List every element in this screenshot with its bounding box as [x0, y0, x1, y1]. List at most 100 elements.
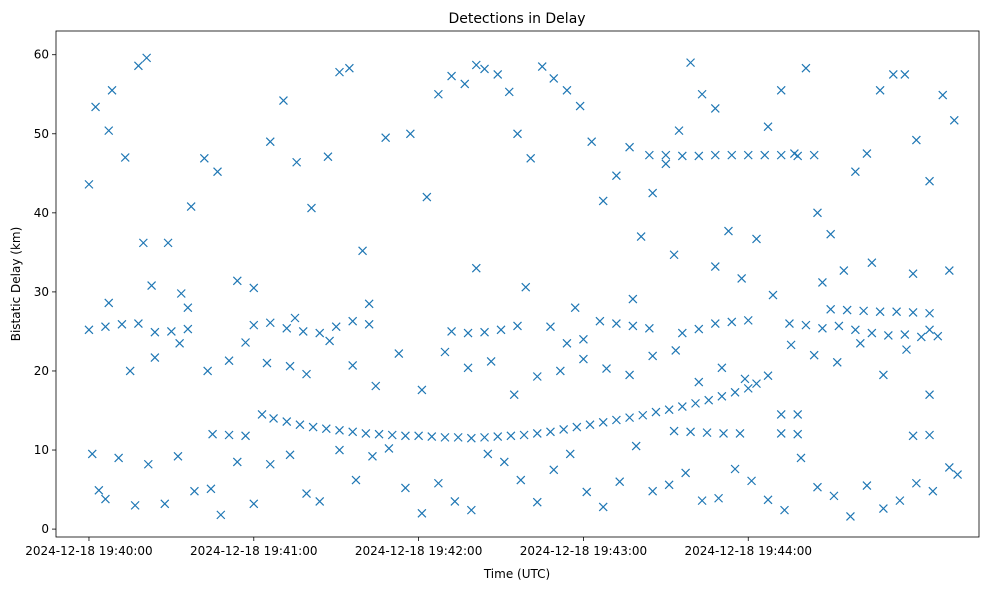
- data-point-marker: [697, 496, 707, 506]
- data-point-marker: [925, 390, 934, 400]
- data-point-marker: [648, 188, 658, 198]
- data-point-marker: [768, 290, 778, 300]
- data-point-marker: [867, 328, 877, 338]
- data-point-marker: [730, 464, 740, 474]
- data-point-marker: [335, 445, 344, 455]
- data-point-marker: [727, 317, 737, 327]
- data-point-marker: [743, 315, 753, 325]
- data-point-marker: [780, 505, 789, 515]
- data-point-marker: [628, 321, 638, 331]
- data-point-marker: [953, 470, 962, 479]
- data-point-marker: [348, 316, 358, 326]
- data-point-marker: [351, 475, 361, 485]
- data-point-marker: [809, 350, 819, 360]
- data-point-marker: [150, 353, 160, 362]
- data-point-marker: [203, 366, 213, 376]
- data-point-marker: [611, 319, 621, 328]
- data-point-marker: [846, 512, 855, 521]
- data-point-marker: [493, 432, 503, 442]
- data-point-marker: [224, 356, 234, 366]
- y-axis-label: Bistatic Delay (km): [9, 227, 23, 342]
- data-point-marker: [763, 371, 773, 381]
- data-point-marker: [892, 307, 902, 317]
- data-point-marker: [486, 357, 496, 366]
- data-point-marker: [232, 457, 242, 467]
- data-point-marker: [579, 334, 588, 344]
- data-point-marker: [183, 303, 193, 313]
- data-point-marker: [516, 475, 526, 485]
- data-point-marker: [460, 79, 470, 89]
- data-point-marker: [855, 338, 865, 348]
- data-point-marker: [677, 151, 687, 161]
- data-point-marker: [587, 137, 597, 147]
- data-point-marker: [91, 102, 100, 112]
- data-point-marker: [598, 502, 608, 512]
- data-point-marker: [224, 430, 234, 440]
- data-point-marker: [249, 320, 259, 330]
- data-point-marker: [348, 361, 358, 370]
- data-point-marker: [384, 444, 394, 453]
- data-point-marker: [269, 413, 278, 423]
- data-point-marker: [944, 266, 954, 275]
- data-point-marker: [302, 369, 311, 379]
- data-point-marker: [298, 327, 308, 336]
- data-point-marker: [724, 226, 733, 236]
- data-point-marker: [387, 430, 397, 440]
- data-point-marker: [776, 150, 786, 160]
- data-point-marker: [625, 413, 635, 423]
- data-point-marker: [427, 432, 437, 442]
- data-point-marker: [829, 491, 839, 501]
- data-point-marker: [697, 89, 707, 99]
- data-point-marker: [440, 432, 450, 442]
- data-point-marker: [842, 305, 852, 315]
- data-point-marker: [570, 303, 580, 313]
- data-point-marker: [537, 62, 547, 72]
- data-point-marker: [615, 477, 625, 487]
- data-point-marker: [107, 85, 117, 95]
- data-point-marker: [323, 152, 333, 162]
- data-point-marker: [532, 372, 542, 381]
- data-point-marker: [585, 420, 595, 430]
- data-point-marker: [785, 319, 794, 328]
- data-point-marker: [737, 274, 747, 283]
- data-point-marker: [752, 234, 761, 244]
- data-point-marker: [526, 153, 536, 163]
- data-point-marker: [598, 417, 608, 427]
- data-point-marker: [839, 266, 849, 275]
- data-point-marker: [714, 493, 724, 503]
- y-tick-label: 30: [34, 285, 49, 299]
- data-point-marker: [747, 476, 756, 486]
- data-point-marker: [133, 61, 143, 71]
- data-point-marker: [631, 441, 641, 451]
- data-point-marker: [925, 308, 934, 318]
- data-point-marker: [867, 258, 877, 268]
- data-point-marker: [295, 420, 305, 430]
- data-point-marker: [902, 345, 911, 355]
- data-point-marker: [506, 431, 516, 441]
- data-point-marker: [292, 157, 302, 167]
- data-point-marker: [710, 319, 720, 328]
- data-point-marker: [282, 323, 292, 333]
- data-point-marker: [628, 294, 638, 304]
- data-point-marker: [163, 238, 173, 248]
- data-point-marker: [595, 316, 605, 326]
- data-point-marker: [183, 324, 193, 334]
- data-point-marker: [321, 424, 331, 434]
- data-point-marker: [562, 338, 572, 348]
- data-point-marker: [466, 505, 476, 515]
- data-point-marker: [133, 319, 143, 328]
- data-point-marker: [394, 349, 404, 358]
- y-tick-label: 40: [34, 206, 49, 220]
- data-point-marker: [575, 101, 585, 111]
- data-point-marker: [371, 381, 381, 391]
- data-point-marker: [232, 276, 242, 286]
- data-point-marker: [381, 133, 391, 143]
- y-tick-label: 0: [41, 522, 49, 536]
- data-point-marker: [257, 410, 267, 419]
- data-point-marker: [704, 395, 714, 405]
- data-point-marker: [582, 487, 592, 497]
- data-point-marker: [648, 486, 658, 496]
- data-point-marker: [579, 354, 588, 364]
- data-point-marker: [325, 336, 335, 346]
- data-point-marker: [555, 366, 565, 376]
